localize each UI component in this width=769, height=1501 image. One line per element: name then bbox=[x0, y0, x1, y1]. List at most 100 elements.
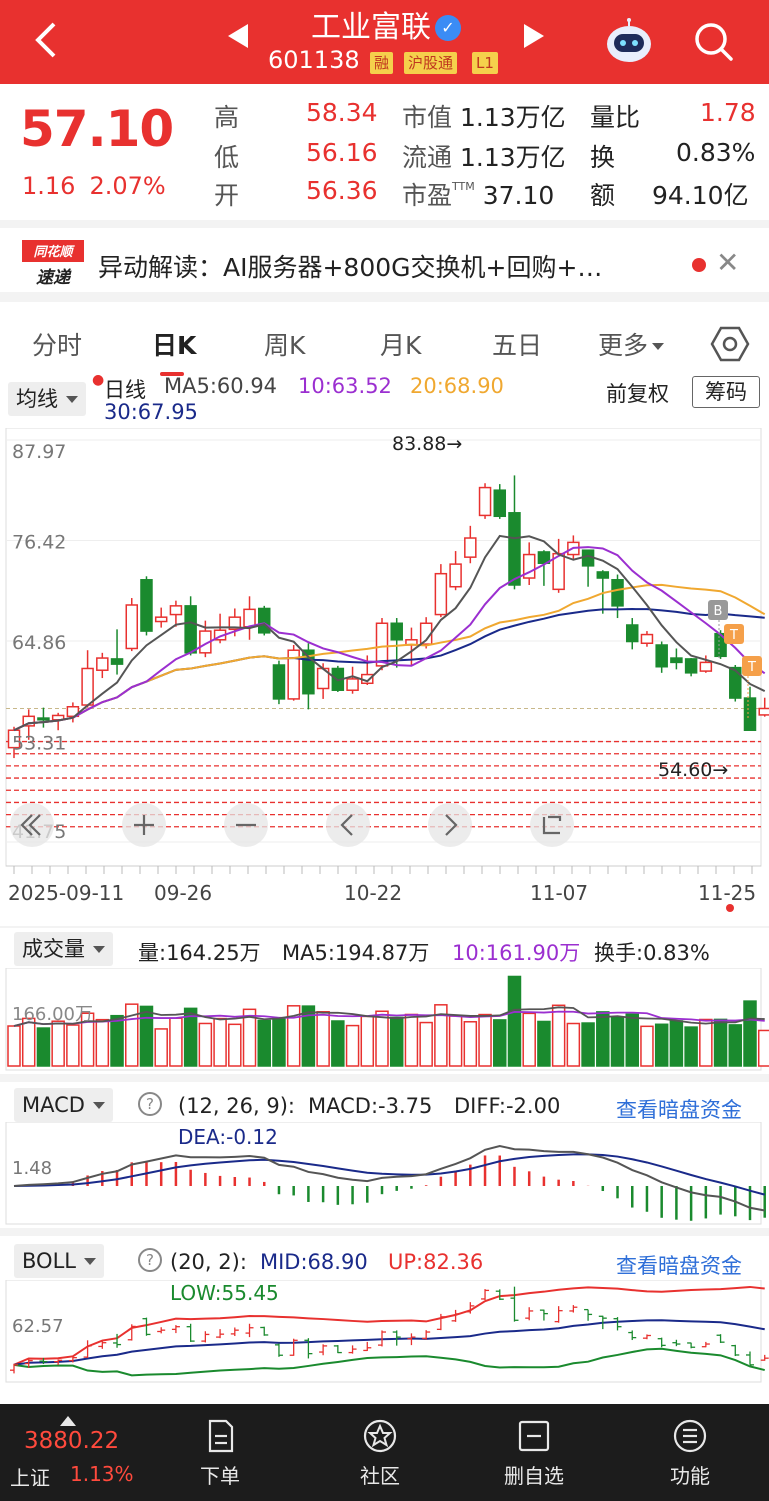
volume-bar bbox=[331, 1020, 345, 1067]
volume-bar bbox=[375, 1010, 389, 1067]
chips-button[interactable]: 筹码 bbox=[692, 376, 760, 408]
divider bbox=[0, 1228, 769, 1236]
volume-bar bbox=[419, 1021, 433, 1067]
volume-ma5-line bbox=[13, 1006, 765, 1027]
candle-body bbox=[66, 706, 80, 718]
candle-body bbox=[110, 658, 124, 665]
divider bbox=[0, 1074, 769, 1082]
volume-bar bbox=[463, 1021, 478, 1067]
back-arrow-icon[interactable] bbox=[30, 20, 66, 60]
indicator-selector-volume[interactable]: 成交量 bbox=[14, 932, 113, 966]
chevron-down-icon bbox=[92, 1102, 105, 1109]
volume-bar bbox=[272, 1018, 286, 1067]
volume-bar bbox=[625, 1013, 639, 1067]
candle-body bbox=[96, 657, 109, 671]
volume-chart[interactable]: 166.00万 bbox=[0, 968, 769, 1072]
tab-more[interactable]: 更多 bbox=[598, 326, 665, 362]
next-stock-arrow-icon[interactable] bbox=[524, 24, 544, 48]
candle-body bbox=[154, 616, 168, 623]
x-axis-label: 11-07 bbox=[530, 881, 588, 905]
settings-hexagon-icon[interactable] bbox=[710, 324, 750, 364]
volume-bar bbox=[581, 1022, 595, 1067]
expand-up-icon[interactable] bbox=[60, 1416, 76, 1426]
candle-body bbox=[537, 551, 551, 564]
volume-bar bbox=[478, 1013, 492, 1067]
volume-bar bbox=[699, 1018, 713, 1067]
previous-stock-arrow-icon[interactable] bbox=[228, 24, 248, 48]
tab-weekly[interactable]: 周K bbox=[264, 331, 306, 360]
kline-chart[interactable]: 87.9776.4264.8653.3141.7583.88→54.60→BTT… bbox=[0, 428, 769, 926]
boll-upper-line bbox=[13, 1285, 765, 1366]
volume-value: 量:164.25万 bbox=[138, 941, 261, 965]
mcap-row: 市值 1.13万亿 bbox=[402, 103, 566, 132]
robot-assistant-icon[interactable] bbox=[604, 18, 654, 64]
volume-bar bbox=[345, 1024, 360, 1067]
index-value[interactable]: 3880.22 bbox=[24, 1428, 120, 1454]
volume-y-label: 166.00万 bbox=[12, 1004, 93, 1025]
scroll-right-icon-glyph bbox=[445, 814, 458, 836]
low-value: 56.16 bbox=[306, 138, 378, 167]
footer-functions-button[interactable]: 功能 bbox=[650, 1418, 730, 1489]
tonghuashun-express-logo: 同花顺 速递 bbox=[22, 240, 84, 288]
volume-ratio-value: 1.78 bbox=[700, 98, 756, 127]
low-price-mark: 54.60→ bbox=[658, 759, 728, 781]
volume-bar bbox=[743, 1000, 757, 1067]
zoom-out-icon[interactable] bbox=[224, 803, 268, 847]
top-bar: 工业富联 ✓ 601138 融 沪股通 L1 bbox=[0, 0, 769, 84]
candle-body bbox=[684, 658, 698, 674]
x-axis-label: 11-25 bbox=[698, 881, 756, 905]
volume-bar bbox=[286, 1005, 301, 1067]
news-banner[interactable]: 同花顺 速递 异动解读：AI服务器+800G交换机+回购+… ✕ bbox=[0, 220, 769, 292]
indicator-selector-boll[interactable]: BOLL bbox=[14, 1244, 104, 1278]
volume-bar bbox=[154, 1028, 168, 1067]
scroll-right-icon[interactable] bbox=[428, 803, 472, 847]
dark-pool-link[interactable]: 查看暗盘资金 bbox=[616, 1098, 742, 1122]
search-icon[interactable] bbox=[692, 20, 734, 62]
ma-legend-row: 均线 ● 日线 MA5:60.94 10:63.52 20:68.90 30:6… bbox=[0, 372, 769, 428]
candle-body bbox=[611, 579, 624, 607]
footer-community-button[interactable]: 社区 bbox=[340, 1418, 420, 1489]
adjust-mode[interactable]: 前复权 bbox=[606, 382, 669, 406]
stock-title: 工业富联 ✓ bbox=[258, 2, 514, 46]
diff-value: DIFF:-2.00 bbox=[454, 1094, 561, 1118]
candle-body bbox=[655, 644, 668, 668]
indicator-selector-ma[interactable]: 均线 bbox=[8, 382, 86, 416]
boll-chart[interactable]: LOW:55.45 62.57 bbox=[0, 1280, 769, 1384]
tab-intraday[interactable]: 分时 bbox=[32, 331, 83, 360]
amount-label: 额 bbox=[590, 181, 616, 210]
news-text[interactable]: 异动解读：AI服务器+800G交换机+回购+… bbox=[98, 253, 603, 282]
chevron-down-icon bbox=[66, 396, 78, 403]
reset-icon[interactable] bbox=[530, 803, 574, 847]
volume-bar bbox=[493, 1019, 507, 1067]
candle-body bbox=[169, 605, 183, 616]
candle-body bbox=[375, 622, 389, 667]
volume-bar bbox=[80, 1012, 95, 1067]
footer-order-button[interactable]: 下单 bbox=[180, 1418, 260, 1489]
y-axis-label: 53.31 bbox=[12, 732, 66, 754]
ma10-value: 10:63.52 bbox=[298, 374, 392, 398]
help-icon[interactable]: ? bbox=[138, 1248, 162, 1272]
dea-value: DEA:-0.12 bbox=[178, 1125, 278, 1149]
candle-body bbox=[346, 678, 359, 691]
fast-back-icon[interactable] bbox=[10, 803, 54, 847]
footer-remove-watchlist-button[interactable]: 删自选 bbox=[494, 1418, 574, 1489]
volume-bar bbox=[139, 1005, 154, 1067]
macd-chart[interactable]: DEA:-0.12 1.48 bbox=[0, 1122, 769, 1226]
volume-bar bbox=[640, 1025, 654, 1067]
volume-bar bbox=[228, 1023, 242, 1067]
close-icon[interactable]: ✕ bbox=[716, 246, 740, 279]
tab-daily[interactable]: 日K bbox=[152, 331, 197, 360]
indicator-selector-macd[interactable]: MACD bbox=[14, 1088, 113, 1122]
volume-bar bbox=[169, 1017, 183, 1067]
legend-dot: ● bbox=[92, 372, 105, 388]
tab-monthly[interactable]: 月K bbox=[380, 331, 422, 360]
volume-bar bbox=[242, 1008, 257, 1067]
chart-frame bbox=[5, 1280, 762, 1383]
tab-five-day[interactable]: 五日 bbox=[492, 331, 543, 360]
scroll-left-icon[interactable] bbox=[326, 803, 370, 847]
zoom-in-icon[interactable] bbox=[122, 803, 166, 847]
volume-bar bbox=[434, 1004, 448, 1067]
help-icon[interactable]: ? bbox=[138, 1092, 162, 1116]
boll-mid: MID:68.90 bbox=[260, 1250, 368, 1274]
dark-pool-link[interactable]: 查看暗盘资金 bbox=[616, 1254, 742, 1278]
